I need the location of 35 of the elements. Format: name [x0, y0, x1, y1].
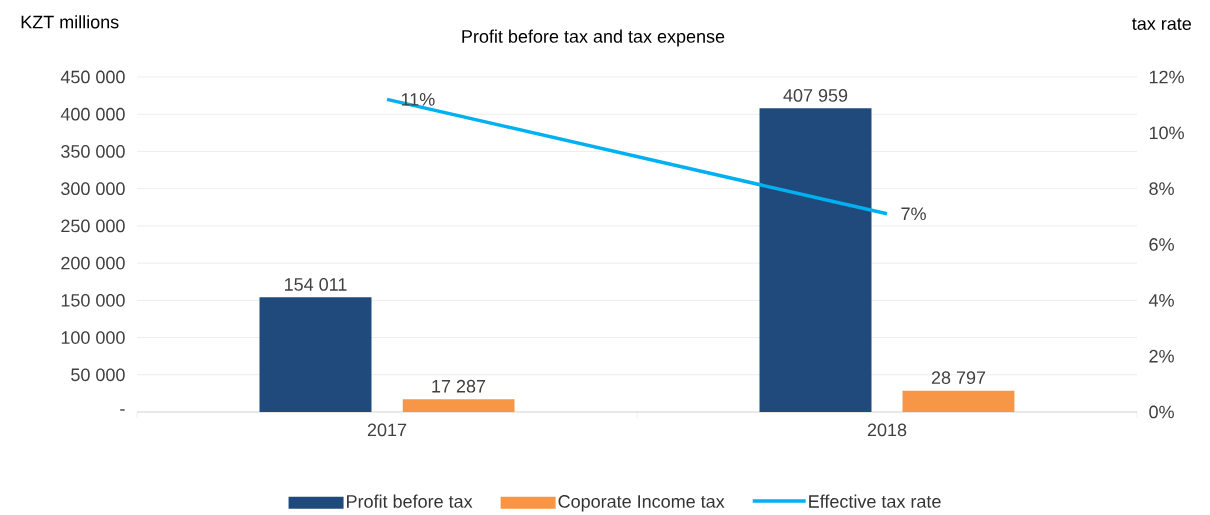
y2-tick-label: 0%	[1149, 405, 1174, 419]
y-tick-label: 450 000	[60, 70, 125, 84]
y-tick-label: 350 000	[61, 145, 125, 158]
bar	[759, 108, 872, 412]
y-axis-title: KZT millions	[21, 15, 119, 29]
bar	[902, 390, 1015, 412]
y-tick-label: 100 000	[61, 331, 125, 344]
y-tick-label: 150 000	[61, 293, 125, 307]
legend-label: Coporate Income tax	[558, 495, 725, 512]
bar	[402, 399, 515, 412]
y2-tick-label: 10%	[1149, 126, 1184, 140]
y-tick-label: -	[120, 409, 125, 411]
data-label: 154 011	[285, 278, 347, 291]
y2-axis-title: tax rate	[1132, 18, 1191, 31]
data-label: 28 797	[931, 371, 986, 385]
y-tick-label: 250 000	[61, 219, 125, 233]
y2-tick-label: 12%	[1149, 70, 1184, 84]
x-tick-label: 2018	[867, 423, 907, 437]
data-label: 7%	[901, 207, 926, 221]
data-label: 11%	[401, 93, 435, 106]
data-label: 407 959	[783, 89, 848, 102]
y-tick-label: 400 000	[60, 107, 125, 121]
y2-tick-label: 8%	[1149, 182, 1174, 196]
y2-tick-label: 4%	[1148, 294, 1174, 307]
legend-label: Effective tax rate	[809, 494, 941, 508]
data-label: 17 287	[432, 379, 486, 393]
y-tick-label: 200 000	[61, 256, 125, 270]
legend-label: Profit before tax	[347, 494, 473, 508]
bar	[259, 297, 372, 412]
y-tick-label: 50 000	[71, 368, 125, 382]
y-tick-label: 300 000	[61, 182, 125, 196]
chart-title: Profit before tax and tax expense	[462, 29, 725, 47]
x-tick-label: 2017	[367, 423, 407, 437]
y2-tick-label: 2%	[1149, 349, 1174, 363]
y2-tick-label: 6%	[1149, 238, 1174, 251]
